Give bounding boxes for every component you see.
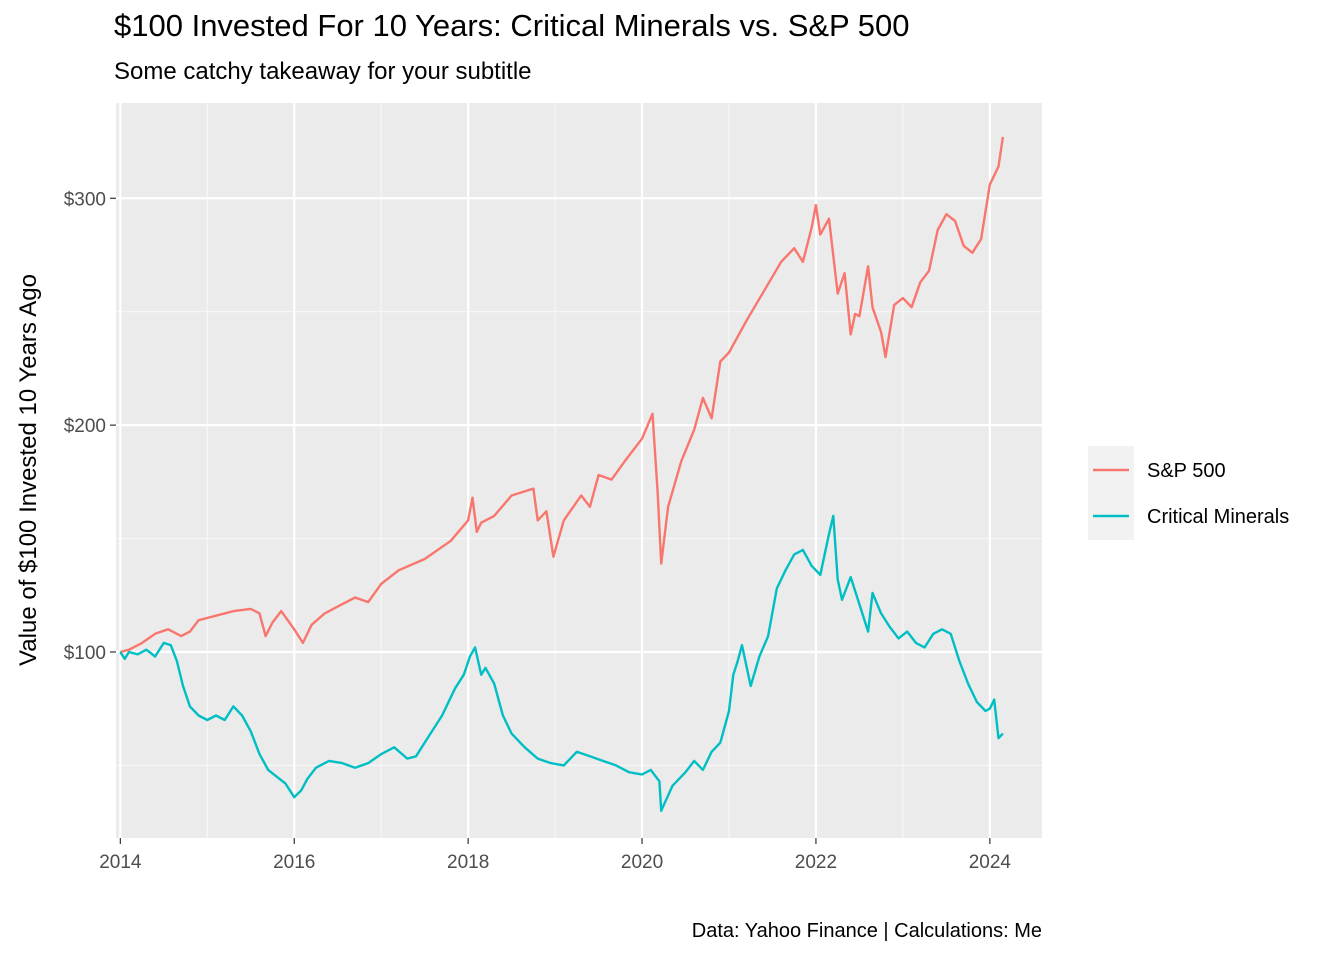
- series-line-sp500: [119, 136, 1005, 654]
- legend: S&P 500 Critical Minerals: [1088, 446, 1289, 540]
- y-tick-label: $100: [64, 643, 106, 664]
- y-axis-title: Value of $100 Invested 10 Years Ago: [15, 274, 42, 666]
- y-axis-ticks: $100 $200 $300: [64, 189, 116, 664]
- y-tick-label: $200: [64, 416, 106, 437]
- caption: Data: Yahoo Finance | Calculations: Me: [691, 920, 1042, 942]
- x-tick-label: 2014: [99, 852, 142, 873]
- major-gridlines: [116, 103, 1042, 838]
- legend-key-background: [1088, 446, 1134, 540]
- x-tick-label: 2024: [969, 852, 1012, 873]
- legend-label-critical-minerals: Critical Minerals: [1147, 506, 1289, 528]
- y-tick-label: $300: [64, 189, 106, 210]
- series-line-critical-minerals: [119, 514, 1004, 812]
- x-tick-label: 2020: [621, 852, 663, 873]
- x-tick-label: 2018: [447, 852, 489, 873]
- x-tick-label: 2022: [795, 852, 837, 873]
- x-tick-label: 2016: [273, 852, 315, 873]
- chart-subtitle: Some catchy takeaway for your subtitle: [114, 58, 532, 85]
- legend-label-sp500: S&P 500: [1147, 460, 1226, 482]
- series-lines: [119, 136, 1005, 812]
- chart-title: $100 Invested For 10 Years: Critical Min…: [114, 8, 910, 43]
- plot-panel: [116, 103, 1042, 838]
- x-axis-ticks: 2014 2016 2018 2020 2022 2024: [99, 838, 1011, 873]
